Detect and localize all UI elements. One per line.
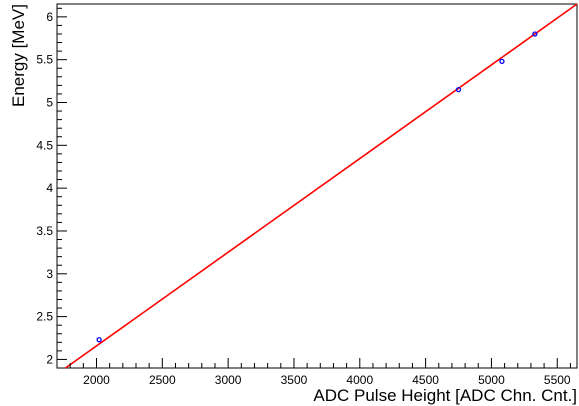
y-tick-label: 4.5 (36, 138, 53, 152)
y-tick-label: 3.5 (36, 224, 53, 238)
y-axis-title: Energy [MeV] (9, 4, 28, 107)
y-tick-label: 2 (46, 352, 53, 366)
points-layer (96, 31, 538, 343)
fit-line (64, 3, 578, 369)
x-tick-label: 5500 (544, 373, 571, 387)
data-point (499, 58, 505, 65)
plot-area (56, 3, 578, 369)
plot-frame (56, 3, 578, 369)
x-tick-label: 5000 (478, 373, 505, 387)
x-tick-label: 4000 (346, 373, 373, 387)
y-tick-label: 5 (46, 95, 53, 109)
y-tick-label: 2.5 (36, 310, 53, 324)
y-axis: 2 2.5 3 3.5 4 4.5 5 5.5 6 (36, 7, 67, 369)
data-point (96, 337, 102, 343)
fit-layer (64, 3, 578, 369)
x-tick-label: 2000 (83, 373, 110, 387)
y-tick-label: 5.5 (36, 53, 53, 67)
y-tick-label: 3 (46, 267, 53, 281)
x-axis: 2000 2500 3000 3500 4000 4500 5000 5500 (56, 358, 571, 387)
data-point (532, 31, 538, 37)
x-axis-title: ADC Pulse Height [ADC Chn. Cnt.] (313, 386, 577, 405)
x-tick-label: 2500 (149, 373, 176, 387)
x-tick-label: 3000 (215, 373, 242, 387)
x-tick-label: 3500 (281, 373, 308, 387)
x-tick-label: 4500 (412, 373, 439, 387)
y-tick-label: 6 (46, 10, 53, 24)
data-point (455, 86, 462, 93)
y-tick-label: 4 (46, 181, 53, 195)
